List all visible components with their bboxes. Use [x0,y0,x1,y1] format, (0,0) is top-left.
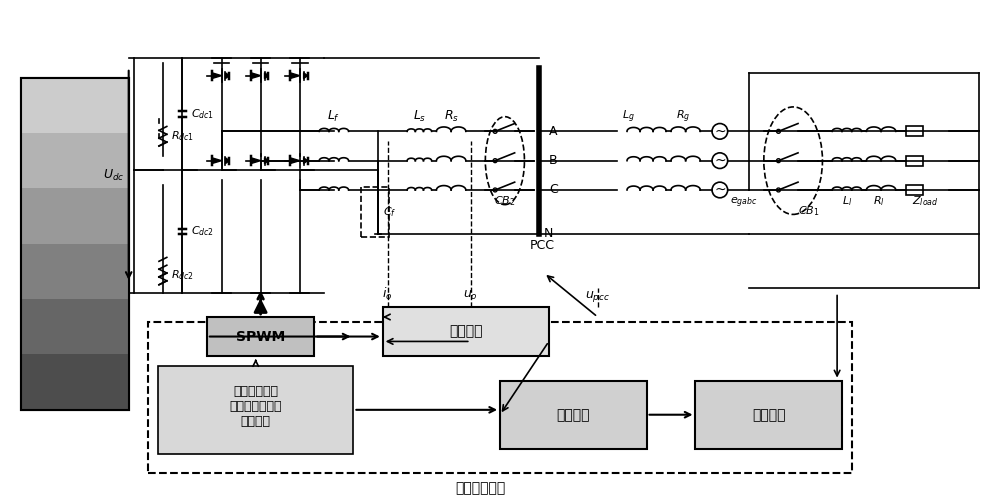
Polygon shape [290,158,300,163]
Text: $CB_1$: $CB_1$ [798,204,820,218]
Bar [21,244,129,299]
Text: 故障检测: 故障检测 [752,408,785,422]
Text: ~: ~ [714,124,726,138]
Polygon shape [265,158,268,163]
Polygon shape [290,73,300,79]
Text: 故障穿越控制: 故障穿越控制 [455,481,506,495]
Text: $R_l$: $R_l$ [873,195,885,209]
Polygon shape [251,73,261,79]
Text: ~: ~ [714,154,726,168]
Polygon shape [304,73,308,79]
Text: 虚拟同步内电
势、虚拟阻抗内
电势选择: 虚拟同步内电 势、虚拟阻抗内 电势选择 [229,385,282,428]
Text: $L_s$: $L_s$ [413,109,426,124]
FancyBboxPatch shape [158,366,353,454]
Text: 虚拟同步: 虚拟同步 [449,325,483,339]
Polygon shape [225,73,229,79]
Text: $U_{dc}$: $U_{dc}$ [103,168,125,183]
Bar [21,78,129,410]
Text: $R_{dc1}$: $R_{dc1}$ [171,129,194,143]
Text: $CB_2$: $CB_2$ [494,195,516,209]
Text: $i_o$: $i_o$ [382,285,393,302]
Text: $C_f$: $C_f$ [383,205,396,219]
Bar [21,78,129,410]
Text: $L_g$: $L_g$ [622,109,635,125]
Text: B: B [549,154,557,167]
Bar [383,307,549,356]
Bar [21,188,129,244]
Polygon shape [265,73,268,79]
Bar [21,355,129,410]
Text: $u_o$: $u_o$ [463,288,478,302]
Text: A: A [549,125,557,138]
Text: $L_l$: $L_l$ [842,195,852,209]
Polygon shape [251,158,261,163]
Text: PCC: PCC [530,239,555,251]
Text: $e_{gabc}$: $e_{gabc}$ [730,196,757,211]
Text: $R_s$: $R_s$ [444,109,459,124]
Bar [21,78,129,133]
Polygon shape [212,73,222,79]
Text: $R_{dc2}$: $R_{dc2}$ [171,268,194,282]
Bar [906,156,923,165]
Text: $C_{dc2}$: $C_{dc2}$ [191,225,214,239]
Text: $C_{dc1}$: $C_{dc1}$ [191,108,214,121]
Polygon shape [304,158,308,163]
Text: ~: ~ [714,183,726,197]
Bar [21,133,129,188]
Text: N: N [544,228,553,241]
Polygon shape [212,158,222,163]
Bar [695,380,842,449]
Text: SPWM: SPWM [236,330,285,344]
Text: 虚拟阻抗: 虚拟阻抗 [557,408,590,422]
Polygon shape [225,158,229,163]
Bar [906,126,923,136]
Text: $Z_{load}$: $Z_{load}$ [912,195,939,209]
Text: $L_f$: $L_f$ [327,109,340,124]
Bar [21,299,129,355]
Text: C: C [549,183,558,197]
Text: $u_{pcc}$: $u_{pcc}$ [585,288,610,304]
Text: $R_g$: $R_g$ [676,109,690,125]
Bar [207,317,314,356]
Bar [500,380,647,449]
Bar [906,185,923,195]
